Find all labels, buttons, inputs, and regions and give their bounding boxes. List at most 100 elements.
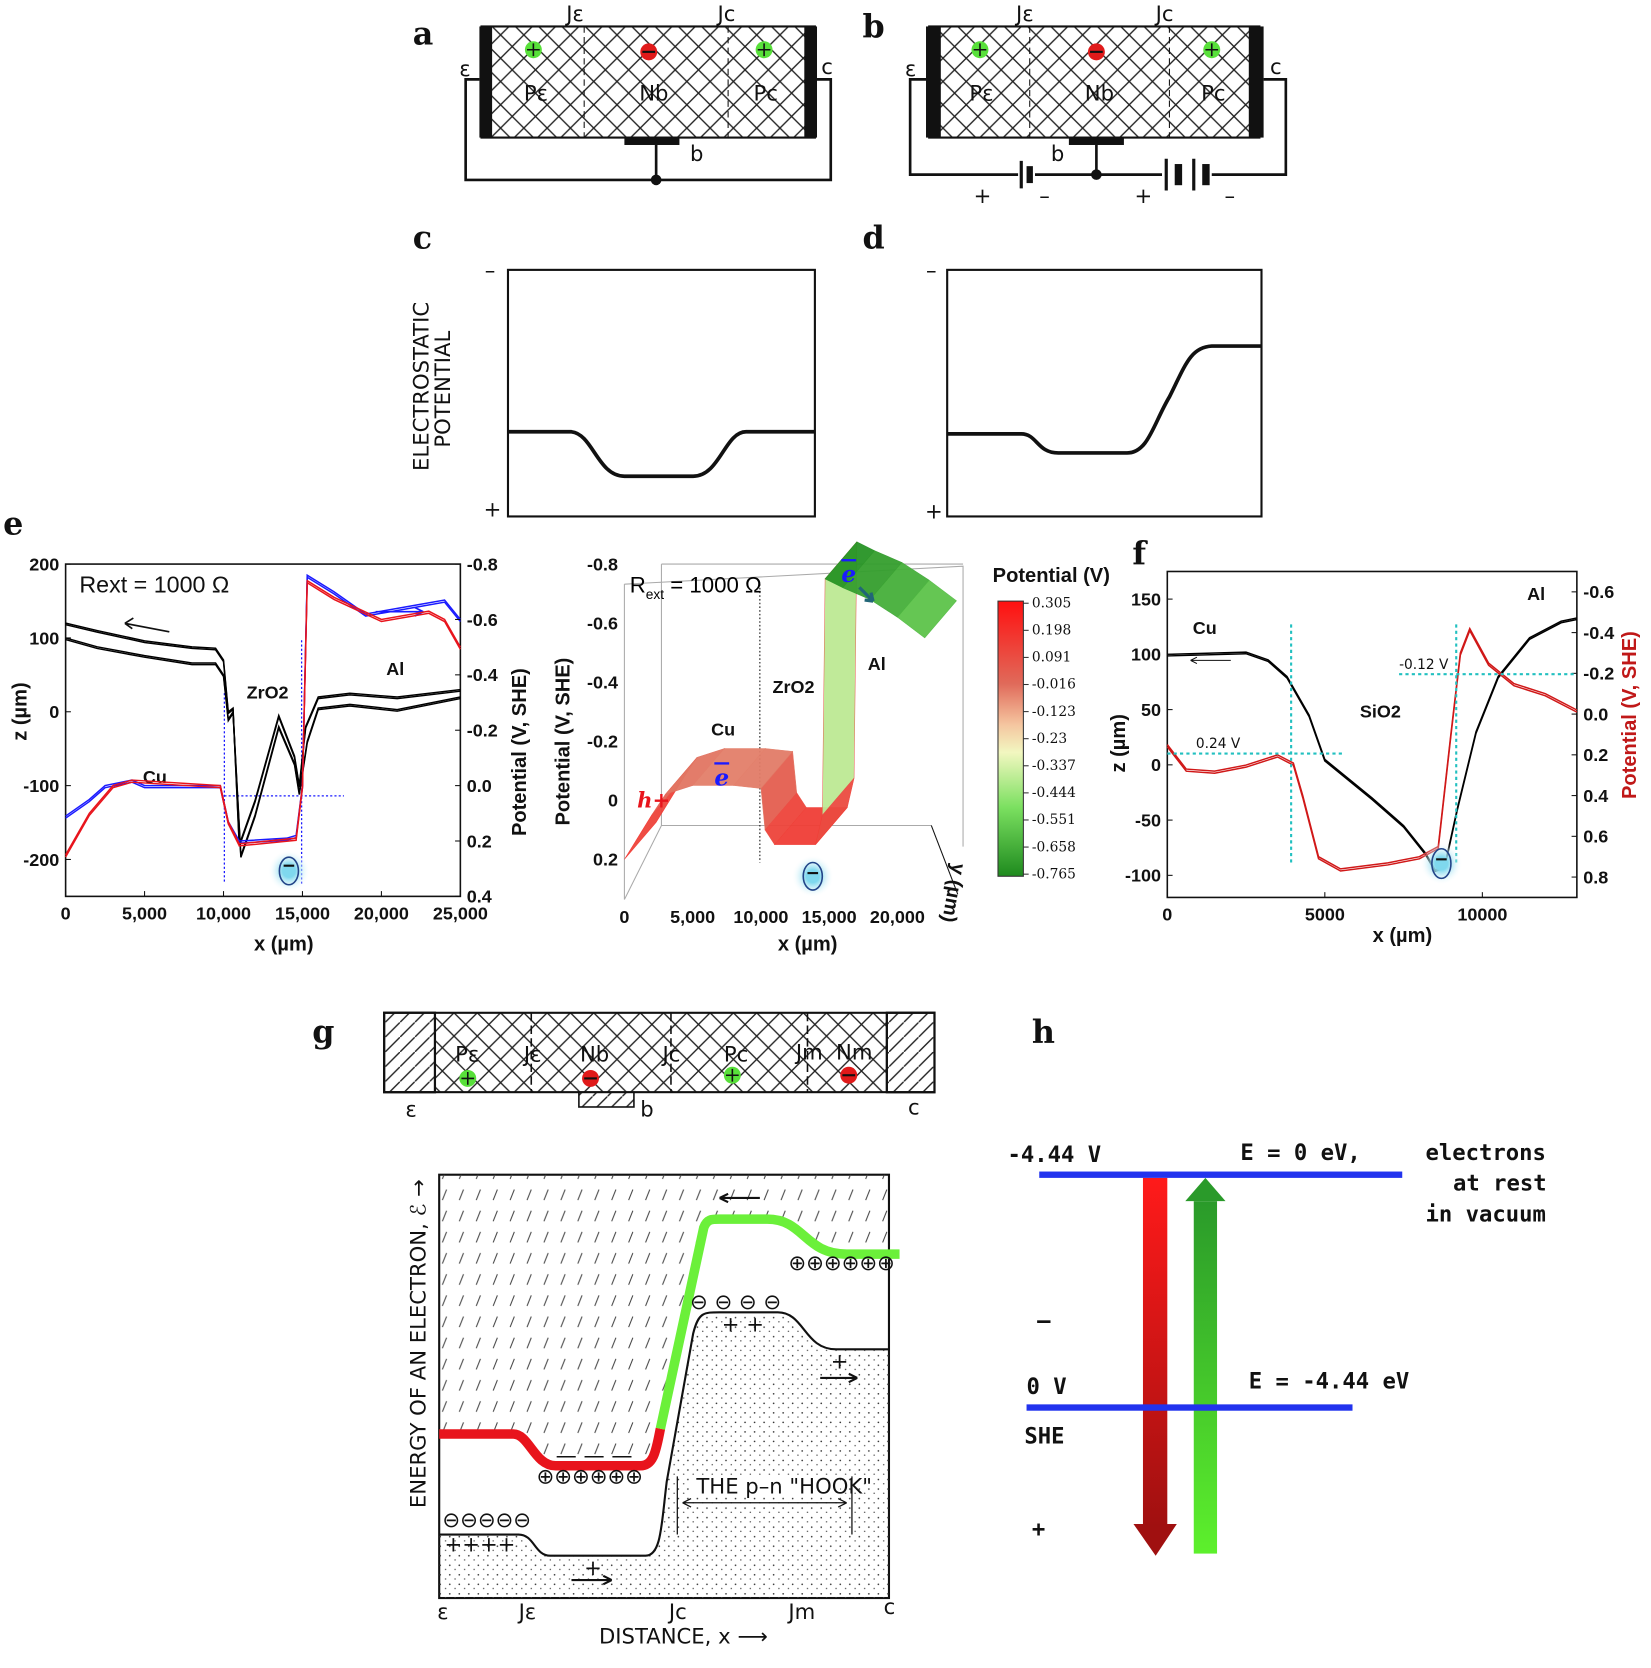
electron-marker (791, 855, 834, 898)
label-pe: Pε (969, 81, 993, 106)
panel-f-profile-chart: f 0 5000 10000 150 100 50 0 -50 -100 -0.6 -0.4 -0.2… (1108, 535, 1641, 947)
minus-sign: – (1037, 1308, 1051, 1334)
label-jc: Jc (1154, 1, 1174, 26)
hook-label: THE p–n "HOOK" (695, 1473, 872, 1498)
hole-icon (524, 41, 542, 59)
emitter-contact (926, 26, 941, 138)
colorbar-tick-label: -0.444 (1032, 785, 1076, 801)
y2-tick-label: 0.2 (467, 831, 492, 851)
y-tick-label: -100 (23, 776, 59, 796)
panel-label-f: f (1132, 535, 1148, 572)
colorbar-tick-label: -0.337 (1032, 758, 1076, 774)
electron-label: e (714, 764, 729, 791)
panel-a: a Jε Jc ε c Pε Nb Pc b (413, 1, 833, 186)
axis-label-line1: ELECTROSTATIC (409, 302, 434, 471)
series-line-3 (64, 579, 462, 856)
label-je: Jε (522, 1041, 542, 1066)
label-pc: Pc (724, 1041, 748, 1066)
label-pe: Pε (524, 81, 548, 106)
x-axis-label: x (µm) (1373, 925, 1433, 947)
x-tick: Jm (786, 1599, 815, 1624)
y-tick-label: 0 (1151, 755, 1161, 775)
y-tick-label: 150 (1131, 589, 1161, 609)
valence-band-edge (439, 1311, 889, 1557)
y2-tick-label: 0.2 (1583, 745, 1608, 765)
label-jm: Jm (794, 1039, 823, 1064)
sign-plus: + (974, 183, 992, 208)
panel-label-h: h (1032, 1013, 1055, 1050)
x-tick: Jc (667, 1599, 687, 1624)
hook-dimension (676, 1476, 853, 1535)
hole-icon (971, 41, 989, 59)
colorbar-tick-label: 0.198 (1032, 623, 1071, 639)
she-potential: 0 V (1027, 1374, 1067, 1400)
panel-label-a: a (413, 15, 434, 52)
electron-icon (640, 43, 658, 61)
arrow-right-icon (820, 1372, 858, 1384)
red-arrow-head (1133, 1523, 1177, 1556)
y-axis-label: z (µm) (1108, 714, 1130, 772)
y2-tick-label: -0.8 (467, 554, 498, 574)
holes: ++++ (444, 1531, 515, 1556)
y2-tick-label: -0.4 (1583, 623, 1614, 643)
ionized-donors: ⊕⊕⊕⊕⊕⊕ (537, 1464, 643, 1489)
panel-label-b: b (863, 8, 885, 45)
x-tick-label: 5,000 (670, 907, 715, 927)
panel-label-c: c (413, 220, 432, 257)
y-tick-label: 50 (1141, 700, 1161, 720)
label-nb: Nb (639, 81, 668, 106)
colorbar-title: Potential (V) (993, 565, 1110, 587)
plot-frame (1166, 570, 1578, 899)
x-tick: ε (437, 1599, 448, 1624)
colorbar-tick-label: 0.091 (1032, 650, 1071, 666)
y2-axis-label: Potential (V, SHE) (509, 668, 531, 836)
label-jc: Jc (716, 1, 736, 26)
y-tick-label: -100 (1125, 866, 1161, 886)
electron-label: e (841, 561, 856, 588)
electron-icon (840, 1066, 858, 1084)
vacuum-desc: at rest (1453, 1171, 1547, 1197)
vacuum-level-line (1039, 1171, 1403, 1178)
hole-icon (1203, 41, 1221, 59)
arrow-right-icon (571, 1574, 613, 1586)
label-jc: Jc (660, 1041, 680, 1066)
x-tick-label: 5000 (1305, 905, 1345, 925)
vacuum-energy: E = 0 eV, (1240, 1140, 1360, 1166)
region-label-cu: Cu (711, 720, 735, 740)
x-tick-label: 0 (1162, 905, 1172, 925)
y2-tick-label: 0.4 (1583, 786, 1608, 806)
plus-tick: + (925, 499, 943, 524)
red-arrow-shaft (1142, 1177, 1168, 1528)
x-tick-label: 15,000 (275, 904, 330, 924)
label-pc: Pc (754, 81, 778, 106)
emitter-contact (479, 26, 493, 138)
panel-label-g: g (312, 1013, 334, 1050)
x-tick-label: 15,000 (802, 907, 857, 927)
colorbar-tick-label: -0.123 (1032, 704, 1076, 720)
panel-d: d – + (863, 220, 1263, 524)
colorbar (997, 600, 1024, 877)
collector-contact (1248, 26, 1264, 138)
colorbar-tick-label: -0.765 (1032, 866, 1076, 882)
y2-tick-label: -0.4 (467, 665, 498, 685)
battery-icon (1164, 158, 1210, 191)
y-tick-label: -0.6 (587, 613, 618, 633)
series-line-1 (65, 638, 461, 858)
y-tick-label: 0 (49, 702, 59, 722)
base-contact (578, 1091, 635, 1108)
region-label-zro2: ZrO2 (773, 677, 815, 697)
arrow-left-icon (719, 1192, 760, 1204)
panel-h: h -4.44 V E = 0 eV, electrons at rest in… (1008, 1013, 1547, 1556)
3d-box-frame (623, 563, 964, 900)
region-label-cu: Cu (1193, 618, 1217, 638)
label-collector: c (908, 1094, 920, 1119)
conduction-band-green (655, 1214, 900, 1430)
green-arrow-shaft (1193, 1201, 1218, 1554)
she-level-line (1026, 1404, 1353, 1411)
region-label-al: Al (868, 654, 886, 674)
rext-annotation: Rext = 1000 Ω (79, 572, 229, 598)
y2-tick-label: -0.2 (467, 721, 498, 741)
junction-lines (530, 1012, 809, 1093)
y-axis-label: ENERGY OF AN ELECTRON, ℰ → (405, 1179, 430, 1508)
sign-minus: – (1224, 183, 1235, 208)
